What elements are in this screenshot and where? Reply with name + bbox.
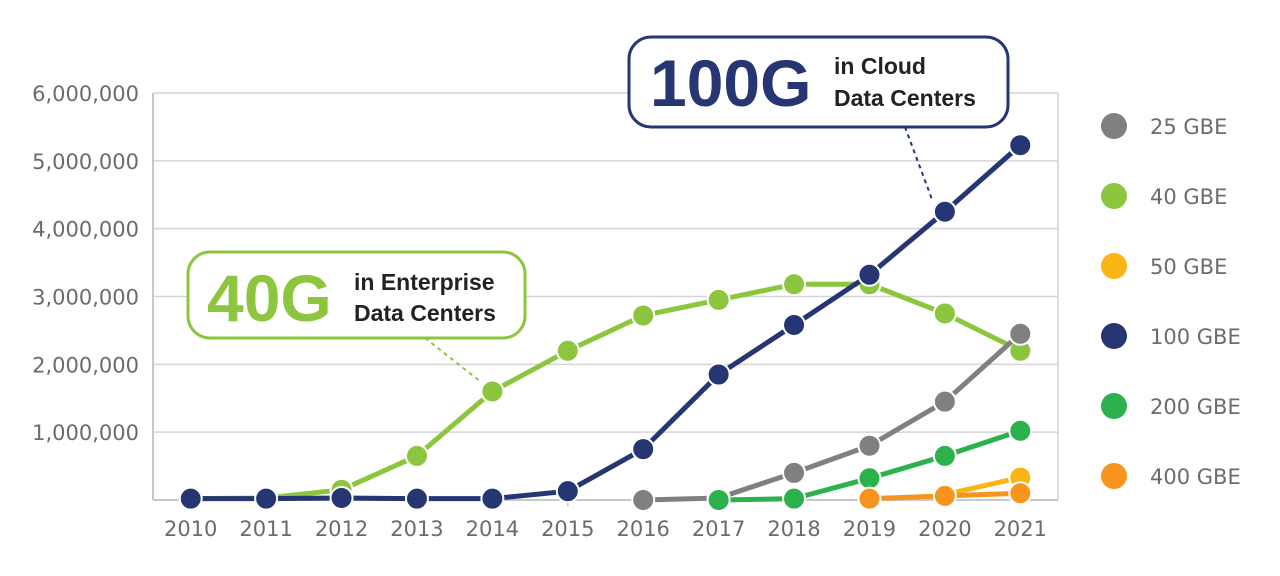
data-point-100-gbe — [932, 199, 957, 224]
data-point-200-gbe — [932, 443, 957, 468]
data-point-100-gbe — [329, 485, 354, 510]
y-tick-label: 3,000,000 — [32, 286, 139, 310]
legend-marker — [1101, 253, 1127, 279]
data-point-25-gbe — [1008, 321, 1033, 346]
x-tick-label: 2020 — [918, 517, 971, 541]
legend-marker — [1101, 393, 1127, 419]
series-400-gbe — [857, 481, 1033, 511]
series-line-25-gbe — [640, 331, 1023, 503]
y-tick-label: 1,000,000 — [32, 421, 139, 445]
x-tick-label: 2012 — [315, 517, 368, 541]
data-point-400-gbe — [932, 483, 957, 508]
x-tick-label: 2014 — [466, 517, 519, 541]
legend-marker — [1101, 183, 1127, 209]
data-point-200-gbe — [782, 486, 807, 511]
y-tick-label: 2,000,000 — [32, 353, 139, 377]
callout-40g: 40G in Enterprise Data Centers — [186, 250, 527, 383]
series-line-100-gbe — [188, 142, 1023, 502]
series-100-gbe — [178, 133, 1033, 511]
x-tick-label: 2010 — [164, 517, 217, 541]
data-point-100-gbe — [480, 486, 505, 511]
data-point-40-gbe — [932, 301, 957, 326]
series-200-gbe — [706, 418, 1033, 512]
x-tick-label: 2013 — [390, 517, 443, 541]
x-tick-label: 2015 — [541, 517, 594, 541]
data-point-100-gbe — [555, 479, 580, 504]
data-point-100-gbe — [404, 486, 429, 511]
x-tick-label: 2018 — [767, 517, 820, 541]
data-point-100-gbe — [254, 486, 279, 511]
callout-line2: Data Centers — [354, 300, 496, 326]
x-tick-label: 2019 — [843, 517, 896, 541]
legend-label: 100 GBE — [1150, 325, 1241, 349]
callout-line1: in Enterprise — [354, 269, 495, 295]
callout-box — [627, 35, 1010, 129]
y-tick-label: 6,000,000 — [32, 82, 139, 106]
data-point-40-gbe — [631, 303, 656, 328]
data-point-100-gbe — [782, 312, 807, 337]
legend-marker — [1101, 113, 1127, 139]
data-point-25-gbe — [782, 460, 807, 485]
legend-label: 50 GBE — [1150, 255, 1227, 279]
callout-line1: in Cloud — [834, 53, 926, 79]
data-point-25-gbe — [857, 433, 882, 458]
chart-callouts: 100G in Cloud Data Centers 40G in Enterprise… — [186, 35, 1010, 383]
y-tick-label: 4,000,000 — [32, 218, 139, 242]
x-tick-label: 2017 — [692, 517, 745, 541]
data-point-400-gbe — [1008, 481, 1033, 506]
legend-marker — [1101, 323, 1127, 349]
chart-legend: 25 GBE 40 GBE 50 GBE 100 GBE 200 GBE 400 GBE — [1101, 113, 1241, 489]
data-point-40-gbe — [706, 287, 731, 312]
legend-label: 400 GBE — [1150, 465, 1241, 489]
callout-leader — [904, 126, 934, 203]
legend-item-100-gbe: 100 GBE — [1101, 323, 1241, 349]
data-point-100-gbe — [631, 437, 656, 462]
callout-box — [186, 250, 527, 340]
data-point-25-gbe — [932, 389, 957, 414]
legend-label: 25 GBE — [1150, 115, 1227, 139]
chart-axes: 1,000,000 2,000,000 3,000,000 4,000,000 5,00… — [32, 82, 1059, 541]
data-point-100-gbe — [706, 362, 731, 387]
legend-marker — [1101, 463, 1127, 489]
data-point-40-gbe — [555, 338, 580, 363]
x-tick-label: 2021 — [994, 517, 1047, 541]
callout-line2: Data Centers — [834, 85, 976, 111]
data-point-40-gbe — [782, 272, 807, 297]
legend-item-200-gbe: 200 GBE — [1101, 393, 1241, 419]
data-point-400-gbe — [857, 486, 882, 511]
callout-leader — [424, 337, 481, 383]
series-25-gbe — [631, 321, 1033, 512]
data-point-100-gbe — [178, 486, 203, 511]
legend-label: 200 GBE — [1150, 395, 1241, 419]
data-point-40-gbe — [480, 379, 505, 404]
data-point-40-gbe — [404, 443, 429, 468]
data-point-200-gbe — [857, 466, 882, 491]
legend-item-400-gbe: 400 GBE — [1101, 463, 1241, 489]
x-tick-label: 2016 — [616, 517, 669, 541]
chart-series — [178, 133, 1033, 512]
callout-100g: 100G in Cloud Data Centers — [627, 35, 1010, 203]
data-point-100-gbe — [1008, 133, 1033, 158]
legend-item-25-gbe: 25 GBE — [1101, 113, 1227, 139]
callout-big-text: 40G — [207, 261, 332, 335]
x-tick-label: 2011 — [239, 517, 292, 541]
callout-big-text: 100G — [650, 46, 811, 120]
series-line-50-gbe — [942, 475, 1023, 498]
data-point-100-gbe — [857, 262, 882, 287]
legend-label: 40 GBE — [1150, 185, 1227, 209]
legend-item-40-gbe: 40 GBE — [1101, 183, 1227, 209]
data-point-200-gbe — [1008, 418, 1033, 443]
series-line-40-gbe — [188, 281, 1023, 502]
legend-item-50-gbe: 50 GBE — [1101, 253, 1227, 279]
data-point-200-gbe — [706, 488, 731, 512]
y-tick-label: 5,000,000 — [32, 150, 139, 174]
data-point-25-gbe — [631, 488, 656, 512]
